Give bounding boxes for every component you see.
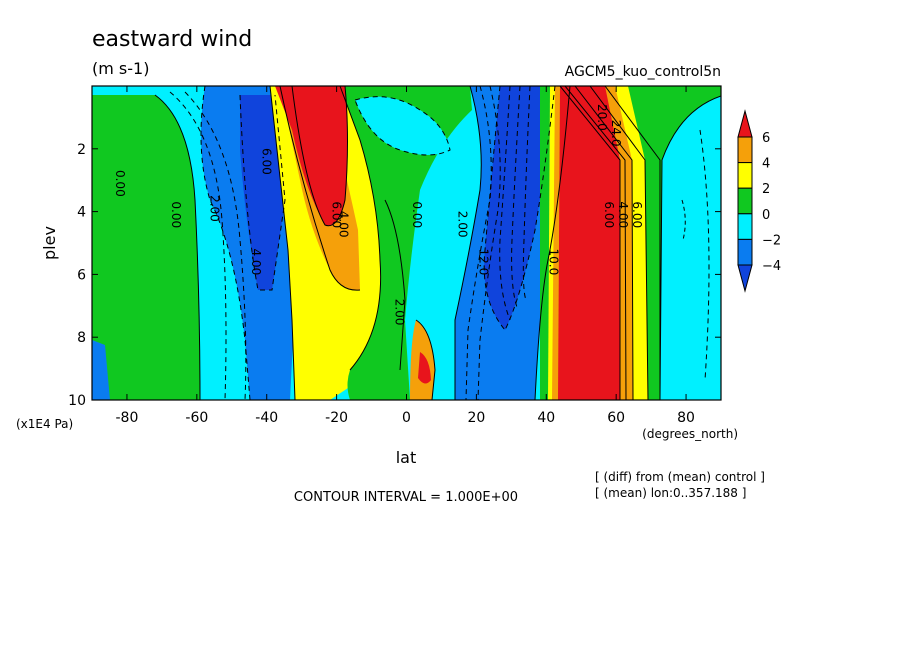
x-axis: -80 -60 -40 -20 0 20 40 60 80 <box>116 86 695 426</box>
x-axis-label: lat <box>396 448 417 467</box>
chart-title: eastward wind <box>92 27 252 52</box>
run-label: AGCM5_kuo_control5n <box>565 64 721 80</box>
contour-label-text: 6.00 <box>260 148 274 175</box>
contour-label-text: 4.00 <box>616 201 630 228</box>
contour-label-text: 6.00 <box>330 201 344 228</box>
x-tick-label: -20 <box>325 410 348 426</box>
x-tick-label: -40 <box>255 410 278 426</box>
x-axis-units: (degrees_north) <box>642 427 738 441</box>
contour-label: 0.00 <box>169 201 183 228</box>
contour-label: 2.00 <box>393 299 407 326</box>
contour-lines <box>154 86 721 400</box>
contour-label: 2.00 <box>455 211 469 238</box>
y-tick-label: 10 <box>68 393 86 409</box>
colorbar-level-label: 0 <box>762 208 770 223</box>
colorbar-swatch <box>737 213 753 240</box>
contour-label: 2.00 <box>207 195 221 222</box>
colorbar-swatch <box>737 187 753 215</box>
contour-region-equator-red <box>418 352 431 384</box>
contour-field <box>92 86 721 400</box>
mean-note: [ (mean) lon:0..357.188 ] <box>595 486 746 500</box>
contour-label-text: 2.00 <box>455 211 469 238</box>
contour-label-text: 4.00 <box>249 248 263 275</box>
contour-label-text: 2.00 <box>207 195 221 222</box>
contour-label-text: 0.00 <box>113 170 127 197</box>
contour-region-red <box>275 86 348 226</box>
contour-label: 20.0 <box>595 104 609 131</box>
contour-label-text: 24.0 <box>609 120 623 147</box>
colorbar-bottom-arrow <box>737 264 753 293</box>
colorbar-level-label: −2 <box>762 233 781 248</box>
contour-region-sh-darkblue <box>240 95 285 290</box>
x-tick-label: 0 <box>402 410 411 426</box>
contour-label-text: 6.00 <box>602 201 616 228</box>
contour-interval-label: CONTOUR INTERVAL = 1.000E+00 <box>294 490 518 505</box>
contour-label-text: 6.00 <box>630 201 644 228</box>
contour-label: 6.00 <box>602 201 616 228</box>
x-tick-label: 40 <box>537 410 555 426</box>
contour-label-text: 0.00 <box>410 201 424 228</box>
contour-label: 0.00 <box>410 201 424 228</box>
contour-label: 4.00 <box>337 211 351 238</box>
x-tick-label: 60 <box>607 410 625 426</box>
colorbar-top-arrow <box>737 109 753 138</box>
contour-label-text: 2.00 <box>393 299 407 326</box>
y-tick-label: 6 <box>77 267 86 283</box>
contour-region-sh-polar-blue <box>92 340 110 400</box>
contour-label: 12.0 <box>476 248 490 275</box>
contour-region-nh-red <box>558 86 620 400</box>
colorbar-swatch <box>737 162 753 189</box>
colorbar-level-label: 2 <box>762 182 770 197</box>
contour-label-text: 0.00 <box>169 201 183 228</box>
contour-label-text: 20.0 <box>595 104 609 131</box>
contour-label-text: 10.0 <box>546 248 560 275</box>
contour-label: 10.0 <box>546 248 560 275</box>
contour-label: 6.00 <box>630 201 644 228</box>
contour-labels: 0.000.00 2.006.004.004.006.002.000.00 2.00… <box>113 104 644 325</box>
contour-label: 6.00 <box>260 148 274 175</box>
contour-label: 4.00 <box>616 201 630 228</box>
contour-region-sh-green <box>92 95 200 400</box>
colorbar-level-label: 6 <box>762 131 770 146</box>
colorbar-swatch <box>737 238 753 266</box>
contour-label: 4.00 <box>249 248 263 275</box>
y-axis-units: (x1E4 Pa) <box>16 417 73 431</box>
colorbar: 6 4 2 0 −2 −4 <box>737 109 781 293</box>
x-tick-label: -60 <box>185 410 208 426</box>
contour-region-nh-darkblue <box>484 86 555 330</box>
y-axis-label: plev <box>40 226 59 260</box>
contour-label: 6.00 <box>330 201 344 228</box>
x-tick-label: 20 <box>467 410 485 426</box>
colorbar-level-label: 4 <box>762 157 770 172</box>
y-tick-label: 8 <box>77 330 86 346</box>
contour-label-text: 12.0 <box>476 248 490 275</box>
contour-region-upper-cyan <box>355 96 450 155</box>
y-tick-label: 2 <box>77 142 86 158</box>
diff-note: [ (diff) from (mean) control ] <box>595 470 765 484</box>
colorbar-swatch <box>737 136 753 164</box>
contour-label: 24.0 <box>609 120 623 147</box>
contour-label: 0.00 <box>113 170 127 197</box>
units-label: (m s-1) <box>92 59 149 78</box>
x-tick-label: -80 <box>116 410 139 426</box>
contour-label-text: 4.00 <box>337 211 351 238</box>
contour-region-green-tropics <box>340 86 472 400</box>
y-axis: 2 4 6 8 10 <box>68 142 721 409</box>
y-tick-label: 4 <box>77 205 86 221</box>
colorbar-level-label: −4 <box>762 259 781 274</box>
x-tick-label: 80 <box>677 410 695 426</box>
